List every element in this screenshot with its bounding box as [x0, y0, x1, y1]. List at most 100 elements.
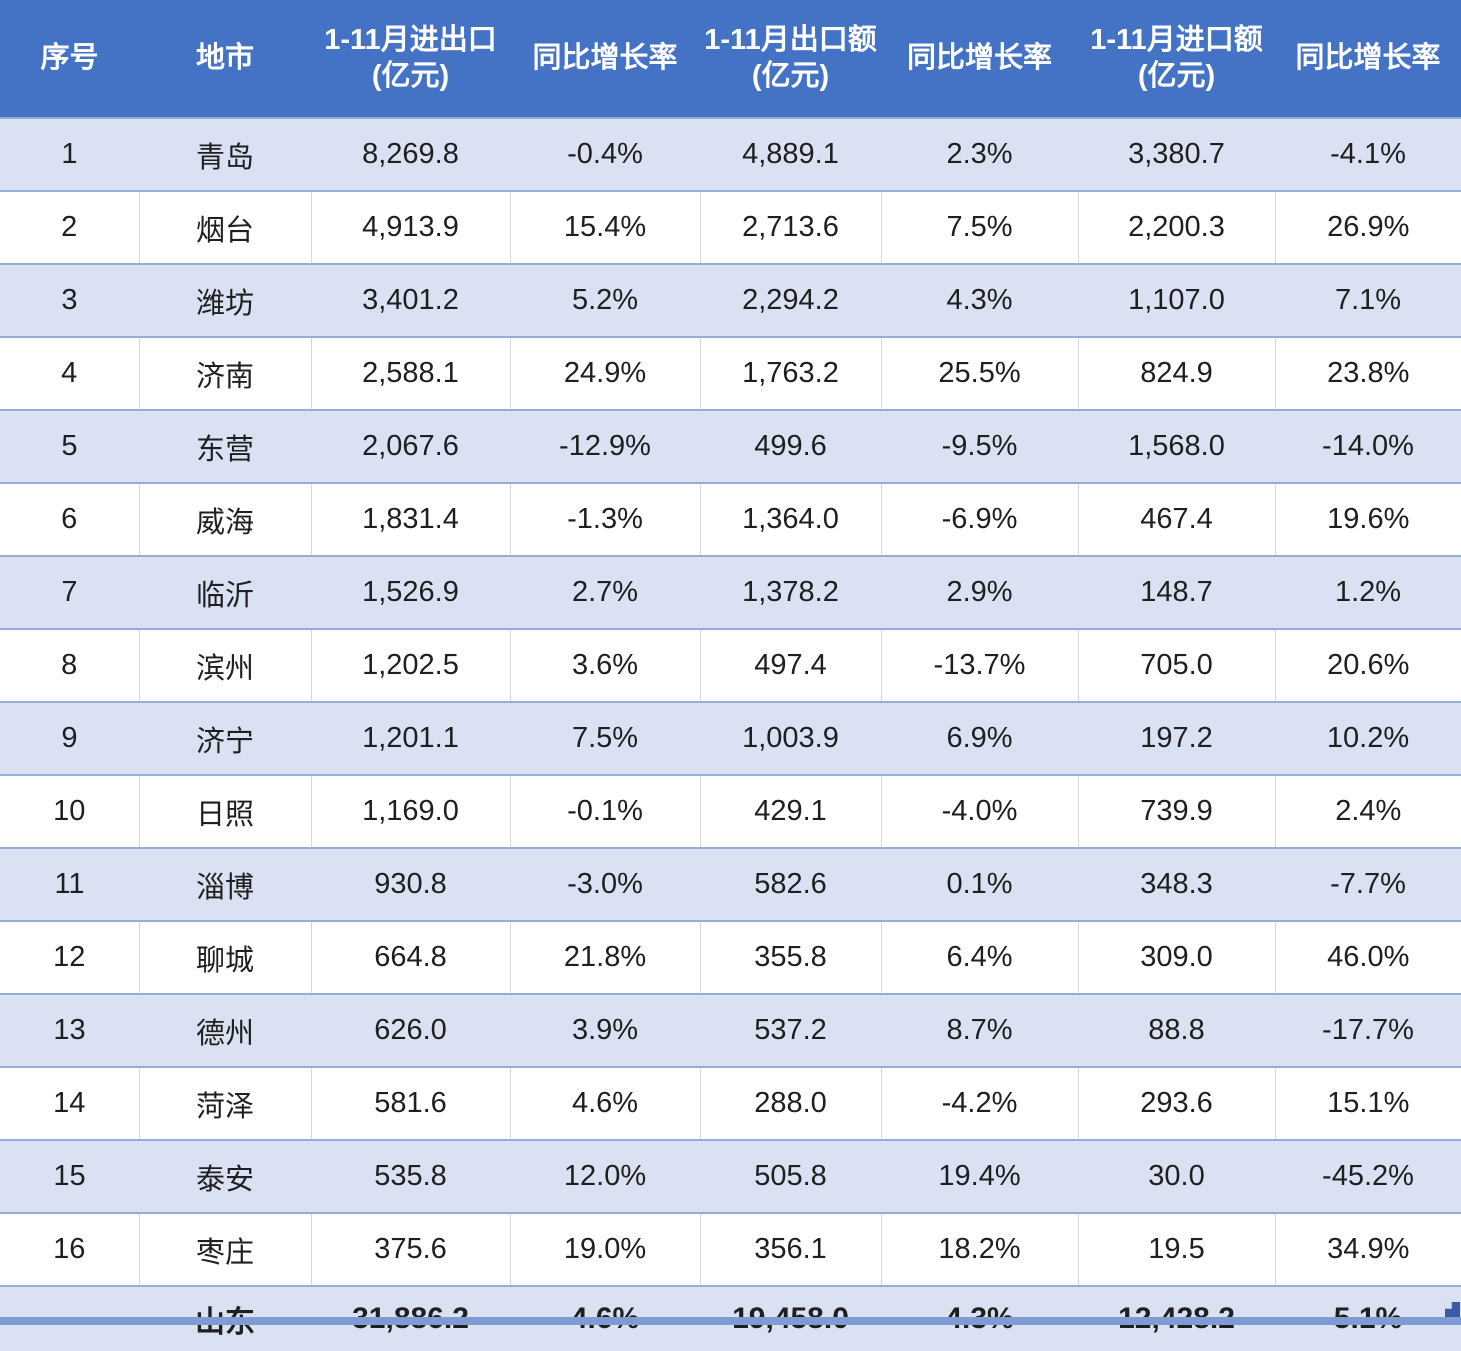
cell-export_growth[interactable]: 2.9% [881, 555, 1078, 630]
cell-seq[interactable]: 8 [0, 629, 139, 702]
cell-total_trade[interactable]: 375.6 [310, 1213, 510, 1286]
cell-import_growth[interactable]: 34.9% [1274, 1213, 1461, 1286]
cell-total_growth[interactable]: 19.0% [509, 1213, 700, 1286]
cell-total_trade[interactable]: 581.6 [310, 1067, 510, 1140]
cell-import_growth[interactable]: -14.0% [1275, 409, 1461, 484]
cell-seq[interactable]: 9 [0, 701, 139, 776]
cell-seq[interactable]: 13 [0, 993, 139, 1068]
cell-import_growth[interactable]: 26.9% [1274, 191, 1461, 264]
cell-export_value[interactable]: 288.0 [699, 1067, 881, 1140]
cell-city[interactable]: 日照 [138, 775, 311, 848]
cell-total_trade[interactable]: 2,067.6 [311, 409, 510, 484]
cell-total_growth[interactable]: 21.8% [509, 921, 700, 994]
cell-city[interactable]: 枣庄 [138, 1213, 311, 1286]
cell-total_trade[interactable]: 535.8 [311, 1139, 510, 1214]
cell-import_value[interactable]: 739.9 [1077, 775, 1275, 848]
column-header-import_value[interactable]: 1-11月进口额 (亿元) [1078, 0, 1275, 118]
cell-import_growth[interactable]: 19.6% [1274, 483, 1461, 556]
cell-seq[interactable]: 7 [0, 555, 139, 630]
column-header-import_growth[interactable]: 同比增长率 [1275, 0, 1461, 118]
cell-export_value[interactable]: 1,364.0 [699, 483, 881, 556]
cell-import_value[interactable]: 348.3 [1078, 847, 1275, 922]
cell-import_growth[interactable]: 1.2% [1275, 555, 1461, 630]
cell-import_value[interactable]: 88.8 [1078, 993, 1275, 1068]
cell-export_value[interactable]: 1,378.2 [700, 555, 881, 630]
cell-import_growth[interactable]: -7.7% [1275, 847, 1461, 922]
cell-import_growth[interactable]: 7.1% [1275, 263, 1461, 338]
cell-city[interactable]: 济宁 [139, 701, 311, 776]
cell-import_value[interactable]: 467.4 [1077, 483, 1275, 556]
cell-total_growth[interactable]: 4.6% [509, 1067, 700, 1140]
cell-export_growth[interactable]: 0.1% [881, 847, 1078, 922]
cell-city[interactable]: 泰安 [139, 1139, 311, 1214]
cell-total_growth[interactable]: -12.9% [510, 409, 700, 484]
cell-total_trade[interactable]: 1,526.9 [311, 555, 510, 630]
cell-total_trade[interactable]: 4,913.9 [310, 191, 510, 264]
column-header-seq[interactable]: 序号 [0, 0, 139, 118]
cell-city[interactable]: 烟台 [138, 191, 311, 264]
cell-total_growth[interactable]: -3.0% [510, 847, 700, 922]
cell-city[interactable]: 济南 [138, 337, 311, 410]
cell-total_growth[interactable]: -1.3% [509, 483, 700, 556]
cell-export_value[interactable]: 1,763.2 [699, 337, 881, 410]
cell-city[interactable]: 菏泽 [138, 1067, 311, 1140]
cell-city[interactable]: 滨州 [138, 629, 311, 702]
cell-total_growth[interactable]: 5.2% [510, 263, 700, 338]
cell-import_value[interactable]: 824.9 [1077, 337, 1275, 410]
cell-import_value[interactable]: 30.0 [1078, 1139, 1275, 1214]
cell-import_value[interactable]: 148.7 [1078, 555, 1275, 630]
cell-seq[interactable]: 4 [0, 337, 139, 410]
cell-total_growth[interactable]: 7.5% [510, 701, 700, 776]
cell-total_trade[interactable]: 1,831.4 [310, 483, 510, 556]
cell-total_growth[interactable]: 24.9% [509, 337, 700, 410]
cell-import_value[interactable]: 197.2 [1078, 701, 1275, 776]
cell-export_growth[interactable]: 8.7% [881, 993, 1078, 1068]
cell-export_growth[interactable]: -4.2% [880, 1067, 1078, 1140]
cell-export_growth[interactable]: 19.4% [881, 1139, 1078, 1214]
cell-export_value[interactable]: 1,003.9 [700, 701, 881, 776]
cell-import_growth[interactable]: 23.8% [1274, 337, 1461, 410]
cell-total_trade[interactable]: 664.8 [310, 921, 510, 994]
cell-export_value[interactable]: 4,889.1 [700, 117, 881, 192]
cell-import_value[interactable]: 2,200.3 [1077, 191, 1275, 264]
cell-seq[interactable]: 1 [0, 117, 139, 192]
column-header-total_growth[interactable]: 同比增长率 [510, 0, 700, 118]
cell-seq[interactable]: 10 [0, 775, 139, 848]
cell-export_growth[interactable]: 2.3% [881, 117, 1078, 192]
cell-city[interactable]: 聊城 [138, 921, 311, 994]
cell-total_trade[interactable]: 1,169.0 [310, 775, 510, 848]
cell-export_value[interactable]: 355.8 [699, 921, 881, 994]
cell-seq[interactable]: 3 [0, 263, 139, 338]
cell-import_value[interactable]: 1,107.0 [1078, 263, 1275, 338]
cell-export_value[interactable]: 497.4 [699, 629, 881, 702]
cell-import_growth[interactable]: 46.0% [1274, 921, 1461, 994]
cell-import_growth[interactable]: 15.1% [1274, 1067, 1461, 1140]
cell-import_value[interactable]: 293.6 [1077, 1067, 1275, 1140]
cell-city[interactable]: 威海 [138, 483, 311, 556]
cell-export_value[interactable]: 2,294.2 [700, 263, 881, 338]
cell-city[interactable]: 东营 [139, 409, 311, 484]
cell-export_growth[interactable]: 6.4% [880, 921, 1078, 994]
cell-import_growth[interactable]: 20.6% [1274, 629, 1461, 702]
cell-import_value[interactable]: 705.0 [1077, 629, 1275, 702]
cell-total_growth[interactable]: 15.4% [509, 191, 700, 264]
cell-total_growth[interactable]: 3.6% [509, 629, 700, 702]
cell-city[interactable]: 临沂 [139, 555, 311, 630]
cell-export_growth[interactable]: 4.3% [881, 263, 1078, 338]
column-header-export_value[interactable]: 1-11月出口额 (亿元) [700, 0, 881, 118]
cell-seq[interactable]: 2 [0, 191, 139, 264]
cell-export_value[interactable]: 2,713.6 [699, 191, 881, 264]
cell-total_growth[interactable]: 12.0% [510, 1139, 700, 1214]
cell-city[interactable]: 淄博 [139, 847, 311, 922]
cell-export_growth[interactable]: -13.7% [880, 629, 1078, 702]
cell-seq[interactable]: 15 [0, 1139, 139, 1214]
cell-import_value[interactable]: 1,568.0 [1078, 409, 1275, 484]
cell-export_growth[interactable]: -6.9% [880, 483, 1078, 556]
column-header-city[interactable]: 地市 [139, 0, 311, 118]
cell-seq[interactable]: 5 [0, 409, 139, 484]
cell-seq[interactable]: 16 [0, 1213, 139, 1286]
cell-import_value[interactable]: 3,380.7 [1078, 117, 1275, 192]
cell-import_value[interactable]: 19.5 [1077, 1213, 1275, 1286]
cell-export_growth[interactable]: -4.0% [880, 775, 1078, 848]
cell-export_growth[interactable]: 18.2% [880, 1213, 1078, 1286]
